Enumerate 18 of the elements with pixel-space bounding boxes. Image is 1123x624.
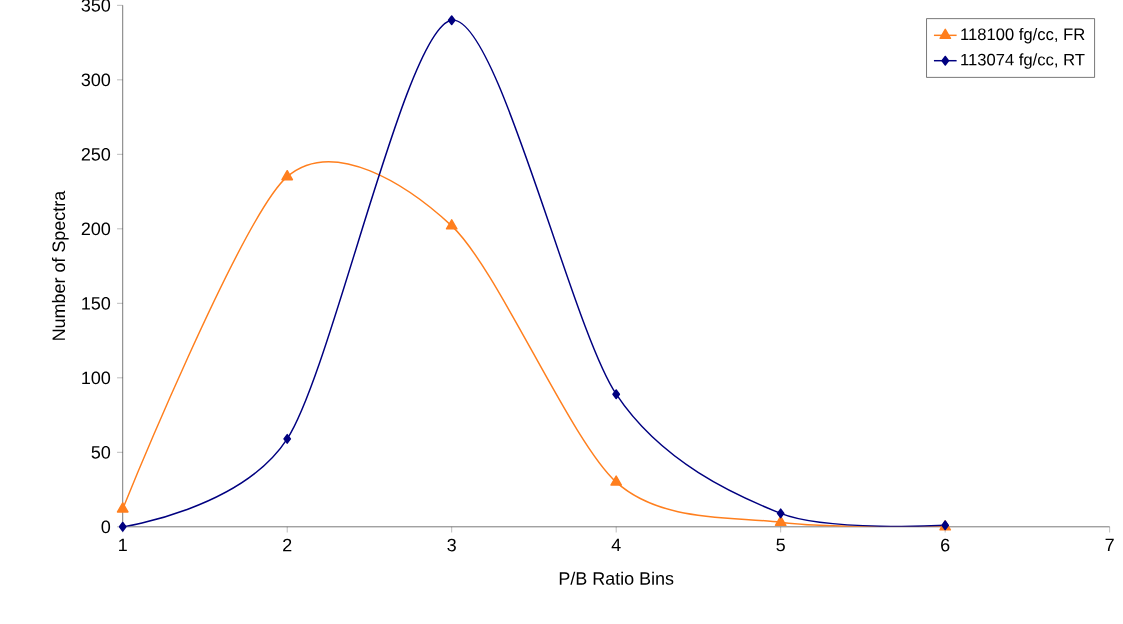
y-axis-title: Number of Spectra bbox=[51, 190, 69, 340]
x-tick-label: 1 bbox=[119, 538, 127, 551]
y-tick-label: 100 bbox=[82, 371, 111, 385]
y-tick-label: 150 bbox=[82, 296, 111, 310]
y-tick-label: 0 bbox=[101, 520, 111, 534]
x-tick-label: 4 bbox=[611, 538, 621, 551]
x-tick-label: 3 bbox=[447, 538, 456, 552]
legend-label: 113074 fg/cc, RT bbox=[961, 53, 1085, 69]
y-tick-label: 200 bbox=[81, 222, 111, 236]
x-axis-title: P/B Ratio Bins bbox=[559, 571, 674, 585]
y-tick-label: 250 bbox=[81, 147, 111, 161]
x-tick-label: 2 bbox=[283, 538, 292, 552]
x-tick-label: 7 bbox=[1105, 538, 1114, 551]
y-tick-label: 300 bbox=[81, 73, 111, 87]
x-tick-label: 5 bbox=[776, 538, 785, 552]
x-tick-label: 6 bbox=[941, 538, 950, 552]
y-tick-label: 50 bbox=[91, 445, 111, 459]
legend-label: 118100 fg/cc, FR bbox=[961, 27, 1085, 44]
